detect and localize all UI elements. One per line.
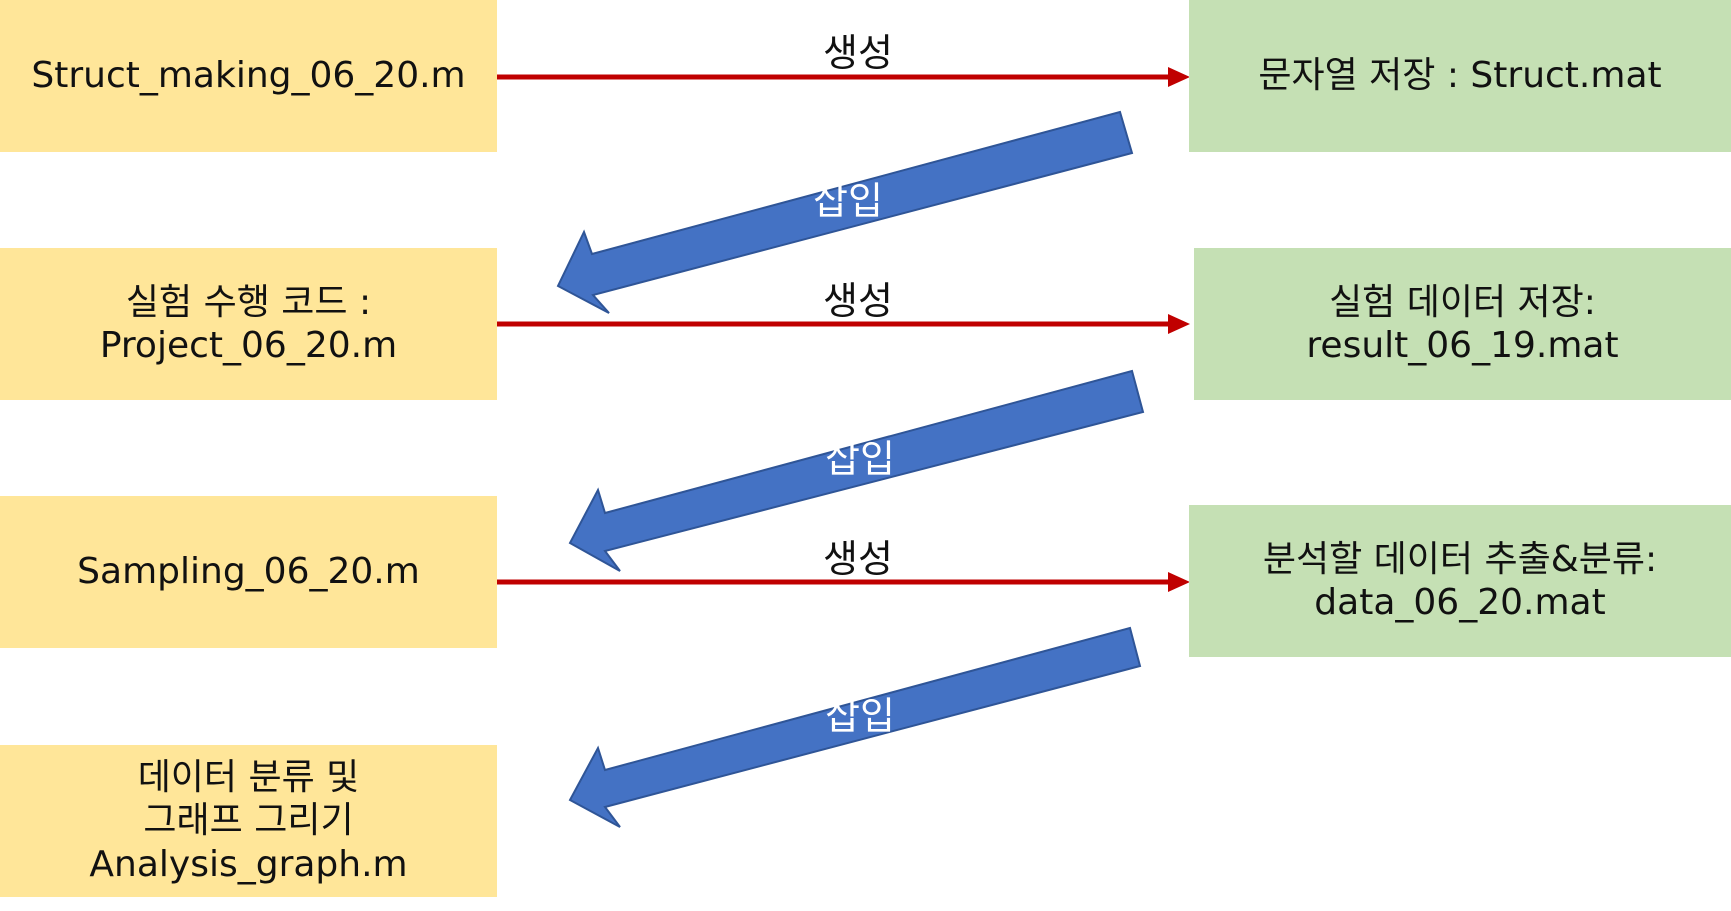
- box-line: 분석할 데이터 추출&분류:: [1262, 538, 1658, 580]
- data-box-result: 실험 데이터 저장: result_06_19.mat: [1194, 248, 1731, 400]
- insert-arrow-1: [556, 110, 1134, 314]
- process-box-analysis: 데이터 분류 및 그래프 그리기 Analysis_graph.m: [0, 745, 497, 897]
- box-line: Sampling_06_20.m: [77, 551, 420, 593]
- box-line: result_06_19.mat: [1306, 325, 1619, 366]
- box-line: data_06_20.mat: [1314, 582, 1606, 623]
- generate-label: 생성: [823, 279, 893, 323]
- insert-label: 삽입: [813, 179, 883, 223]
- insert-label: 삽입: [825, 694, 895, 738]
- process-box-project: 실험 수행 코드 : Project_06_20.m: [0, 248, 497, 400]
- generate-arrow-3: [497, 572, 1190, 592]
- insert-arrow-2: [568, 369, 1145, 572]
- box-line: 실험 데이터 저장:: [1329, 281, 1596, 323]
- generate-label: 생성: [823, 537, 893, 581]
- box-line: 그래프 그리기: [143, 800, 354, 842]
- box-line: Analysis_graph.m: [89, 843, 408, 885]
- generate-arrow-2: [497, 314, 1190, 334]
- data-box-struct: 문자열 저장 : Struct.mat: [1189, 0, 1731, 152]
- process-box-sampling: Sampling_06_20.m: [0, 496, 497, 648]
- box-line: Struct_making_06_20.m: [31, 55, 466, 97]
- box-line: 실험 수행 코드 :: [125, 281, 372, 323]
- insert-label: 삽입: [825, 437, 895, 481]
- process-box-struct-making: Struct_making_06_20.m: [0, 0, 497, 152]
- generate-label: 생성: [823, 31, 893, 75]
- insert-arrow-3: [568, 626, 1142, 828]
- box-line: 문자열 저장 : Struct.mat: [1258, 55, 1662, 97]
- generate-arrow-1: [497, 67, 1190, 87]
- data-box-analysis-data: 분석할 데이터 추출&분류: data_06_20.mat: [1189, 505, 1731, 657]
- box-line: 데이터 분류 및: [137, 757, 360, 799]
- box-line: Project_06_20.m: [99, 325, 398, 366]
